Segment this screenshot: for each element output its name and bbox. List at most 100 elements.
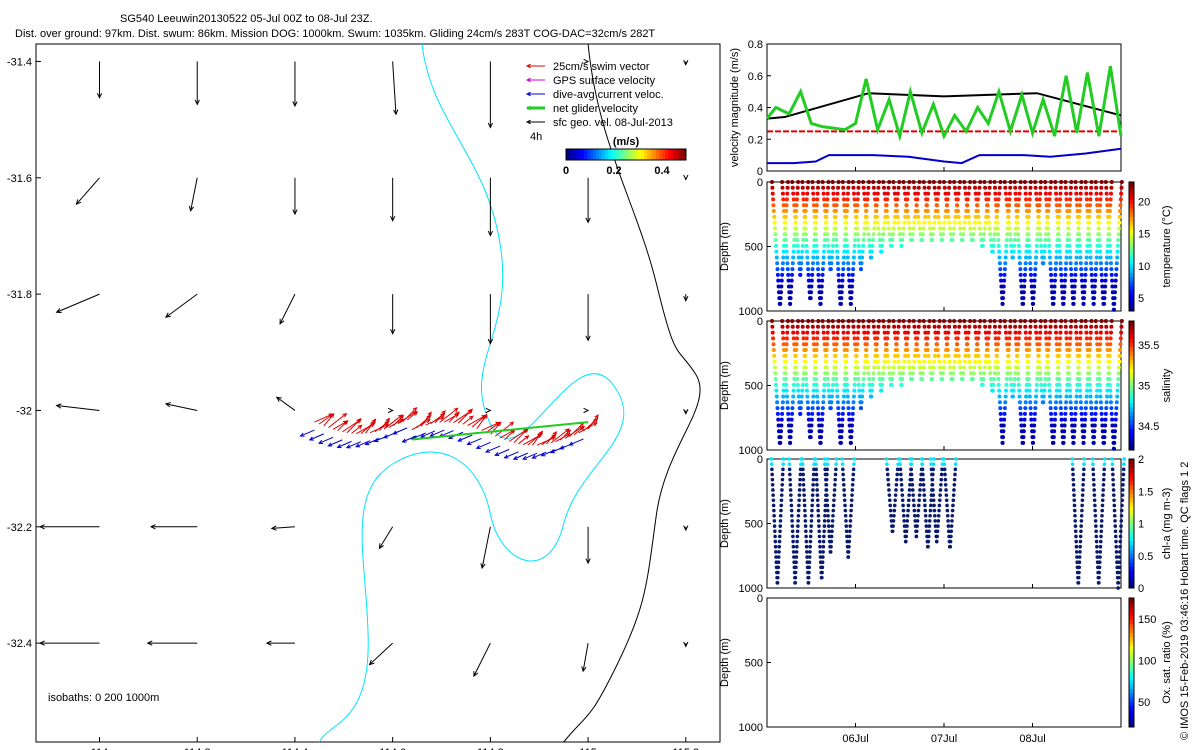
temperature-colorbar-cell xyxy=(1129,246,1134,252)
temperature-profile-point xyxy=(1017,261,1022,266)
current-vector-arrowhead xyxy=(466,441,472,446)
salinity-profile-point xyxy=(782,353,787,358)
temperature-profile-point xyxy=(876,185,881,190)
temperature-profile-point xyxy=(1004,249,1009,254)
temperature-profile-point xyxy=(834,232,839,237)
salinity-profile-point xyxy=(1066,365,1071,370)
salinity-profile-point xyxy=(1074,400,1079,405)
geo-velocity-arrowhead xyxy=(390,328,396,335)
temperature-profile-point xyxy=(783,232,788,237)
salinity-profile-point xyxy=(1034,388,1039,393)
oxygen-colorbar-cell xyxy=(1129,649,1134,655)
temperature-colorbar-cell xyxy=(1129,285,1134,290)
salinity-profile-point xyxy=(934,342,939,347)
salinity-profile-point xyxy=(933,330,938,335)
salinity-profile-point xyxy=(847,417,852,422)
salinity-profile-point xyxy=(798,406,803,411)
geo-velocity-arrowhead xyxy=(279,318,285,325)
temperature-profile-point xyxy=(1055,214,1060,219)
swim-vector-arrowhead xyxy=(399,414,405,420)
salinity-profile-point xyxy=(976,330,981,335)
chla-profile-point xyxy=(1095,555,1100,559)
temperature-profile-point xyxy=(1013,185,1018,190)
temperature-profile-point xyxy=(1027,243,1032,248)
current-vector-arrowhead xyxy=(549,449,555,454)
temperature-profile-point xyxy=(791,249,796,254)
salinity-profile-point xyxy=(818,440,823,445)
temperature-profile-point xyxy=(1057,238,1062,243)
temperature-profile-point xyxy=(816,267,821,272)
temperature-profile-point xyxy=(872,191,877,196)
geo-velocity-vector xyxy=(190,177,198,211)
chla-profile-point xyxy=(895,472,900,477)
temperature-profile-point xyxy=(1093,180,1098,184)
chla-profile-point xyxy=(1114,550,1119,554)
temperature-profile-point xyxy=(832,209,837,214)
temperature-profile-point xyxy=(1018,267,1023,272)
salinity-profile-point xyxy=(1001,429,1006,434)
salinity-profile-point xyxy=(856,330,861,335)
salinity-profile-point xyxy=(802,353,807,358)
temperature-profile-point xyxy=(1073,278,1078,283)
current-vector xyxy=(485,445,501,453)
colorbar-cell xyxy=(617,149,621,160)
salinity-profile-point xyxy=(991,382,996,387)
oxygen-colorbar-label: Ox. sat. ratio (%) xyxy=(1161,621,1173,704)
temperature-profile-point xyxy=(851,267,856,272)
salinity-profile-point xyxy=(927,359,932,364)
salinity-profile-point xyxy=(1067,388,1072,393)
temperature-profile-point xyxy=(1083,278,1088,283)
temperature-profile-point xyxy=(1049,278,1054,283)
chla-profile-point xyxy=(927,529,931,534)
salinity-profile-point xyxy=(1068,330,1073,335)
salinity-profile-point xyxy=(804,377,809,382)
temperature-profile-point xyxy=(778,301,783,306)
temperature-profile-point xyxy=(1076,220,1081,225)
chla-profile-point xyxy=(832,498,836,503)
swim-vector-arrowhead xyxy=(594,414,599,420)
chla-profile-point xyxy=(804,534,808,539)
chla-profile-point xyxy=(829,544,833,549)
salinity-profile-point xyxy=(1064,388,1069,393)
salinity-profile-point xyxy=(945,342,949,347)
temperature-profile-point xyxy=(945,209,950,214)
chla-ytick-label: 0 xyxy=(757,454,763,466)
temperature-profile-point xyxy=(1042,243,1047,248)
salinity-profile-point xyxy=(1055,348,1060,353)
temperature-profile-point xyxy=(1077,243,1082,248)
salinity-profile-point xyxy=(1069,417,1074,422)
salinity-ylabel: Depth (m) xyxy=(719,361,731,410)
salinity-profile-point xyxy=(1119,324,1124,329)
chla-profile-point xyxy=(772,524,777,528)
chla-profile-point xyxy=(810,503,814,508)
temperature-profile-point xyxy=(811,203,816,208)
temperature-profile-point xyxy=(1086,226,1091,231)
swim-vector xyxy=(457,408,473,424)
temperature-profile-point xyxy=(946,214,951,219)
chla-profile-point xyxy=(848,519,853,523)
current-vector-arrowhead xyxy=(392,430,398,435)
salinity-profile-point xyxy=(842,348,847,353)
temperature-profile-point xyxy=(1106,226,1111,231)
salinity-profile-point xyxy=(1102,435,1107,440)
temperature-profile-point xyxy=(1112,296,1117,301)
salinity-profile-point xyxy=(790,406,795,411)
temperature-profile-point xyxy=(810,185,815,190)
salinity-profile-point xyxy=(809,423,814,428)
salinity-profile-point xyxy=(1087,371,1092,376)
salinity-profile-point xyxy=(1016,382,1021,387)
current-vector xyxy=(300,429,315,437)
chla-profile-point xyxy=(775,575,780,580)
temperature-profile-point xyxy=(1094,261,1099,266)
salinity-profile-point xyxy=(1018,324,1023,329)
chla-profile-point xyxy=(1078,550,1082,554)
temperature-profile-point xyxy=(986,220,991,225)
chla-profile-point xyxy=(833,477,838,482)
salinity-colorbar-cell xyxy=(1129,398,1134,404)
chla-profile-point xyxy=(828,550,833,554)
oxygen-colorbar-cell xyxy=(1129,645,1134,651)
salinity-profile-point xyxy=(1005,348,1010,353)
temperature-profile-point xyxy=(1109,267,1114,272)
